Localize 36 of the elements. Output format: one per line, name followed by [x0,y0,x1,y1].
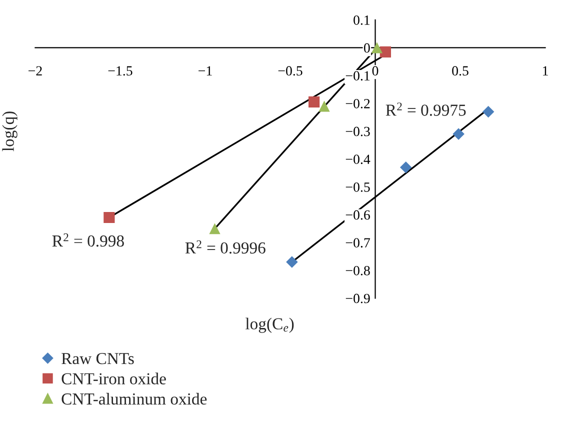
point [308,96,320,108]
point [318,100,330,112]
y-tick-label: −0.6 [346,210,370,220]
x-tick-label: −2 [28,66,42,76]
y-tick-label: −0.9 [346,294,370,304]
annotation: R$^{2}$ = 0.998 [52,233,124,247]
legend-label: Raw CNTs [62,352,134,364]
point [104,212,115,224]
y-tick-label: −0.8 [346,266,370,276]
x-tick-label: 0 [372,66,378,76]
y-axis-title: log(q) [2,112,18,152]
legend-label: CNT-iron oxide [62,372,166,384]
x-tick-label: −0.5 [278,66,302,76]
point [209,223,220,234]
y-tick-label: 0 [364,43,370,53]
point [482,106,494,118]
y-tick-label: −0.1 [346,71,370,81]
annotation: R$^{2}$ = 0.9996 [185,240,266,254]
x-axis-title: log(C$_{e}$) [246,318,294,333]
point [400,162,412,174]
y-tick-label: −0.3 [346,126,370,136]
x-tick-label: −1 [198,66,212,76]
legend-label: CNT-aluminum oxide [62,392,207,405]
annotation: R$^{2}$ = 0.9975 [386,102,466,116]
point [371,42,383,54]
y-tick-label: −0.4 [346,154,370,164]
y-tick-label: −0.5 [346,182,370,192]
point [452,128,464,140]
point [286,256,298,268]
x-tick-label: 1 [543,66,548,76]
point [380,46,392,58]
y-tick-label: −0.2 [346,98,370,108]
x-tick-label: 0.5 [452,66,468,76]
y-tick-label: −0.7 [346,238,370,248]
x-tick-label: −1.5 [108,66,132,76]
y-tick-label: 0.1 [354,15,370,25]
